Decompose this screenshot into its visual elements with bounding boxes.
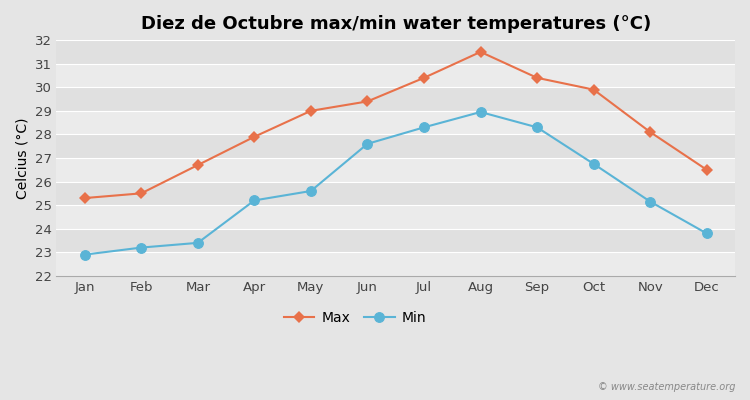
Min xyxy=(646,199,655,204)
Min xyxy=(590,162,598,166)
Max xyxy=(363,99,372,104)
Line: Max: Max xyxy=(80,48,711,202)
Min xyxy=(194,240,202,245)
Bar xyxy=(56,134,735,158)
Min xyxy=(250,198,259,203)
Bar xyxy=(56,158,735,182)
Line: Min: Min xyxy=(80,107,712,260)
Max xyxy=(476,50,485,54)
Bar xyxy=(56,111,735,134)
Max xyxy=(419,76,428,80)
Title: Diez de Octubre max/min water temperatures (°C): Diez de Octubre max/min water temperatur… xyxy=(140,15,651,33)
Max xyxy=(136,191,146,196)
Bar xyxy=(56,40,735,64)
Min xyxy=(307,188,316,193)
Bar xyxy=(56,182,735,205)
Max xyxy=(702,167,711,172)
Legend: Max, Min: Max, Min xyxy=(278,305,432,330)
Max xyxy=(194,163,202,168)
Bar xyxy=(56,252,735,276)
Max xyxy=(646,130,655,134)
Min xyxy=(476,110,485,114)
Max xyxy=(80,196,89,200)
Min xyxy=(532,125,542,130)
Bar xyxy=(56,205,735,229)
Bar xyxy=(56,229,735,252)
Min xyxy=(136,245,146,250)
Max xyxy=(532,76,542,80)
Min xyxy=(80,252,89,257)
Bar xyxy=(56,87,735,111)
Min xyxy=(702,231,711,236)
Text: © www.seatemperature.org: © www.seatemperature.org xyxy=(598,382,735,392)
Min xyxy=(363,142,372,146)
Max xyxy=(590,87,598,92)
Y-axis label: Celcius (°C): Celcius (°C) xyxy=(15,117,29,199)
Max xyxy=(307,108,316,113)
Max xyxy=(250,134,259,139)
Min xyxy=(419,125,428,130)
Bar xyxy=(56,64,735,87)
